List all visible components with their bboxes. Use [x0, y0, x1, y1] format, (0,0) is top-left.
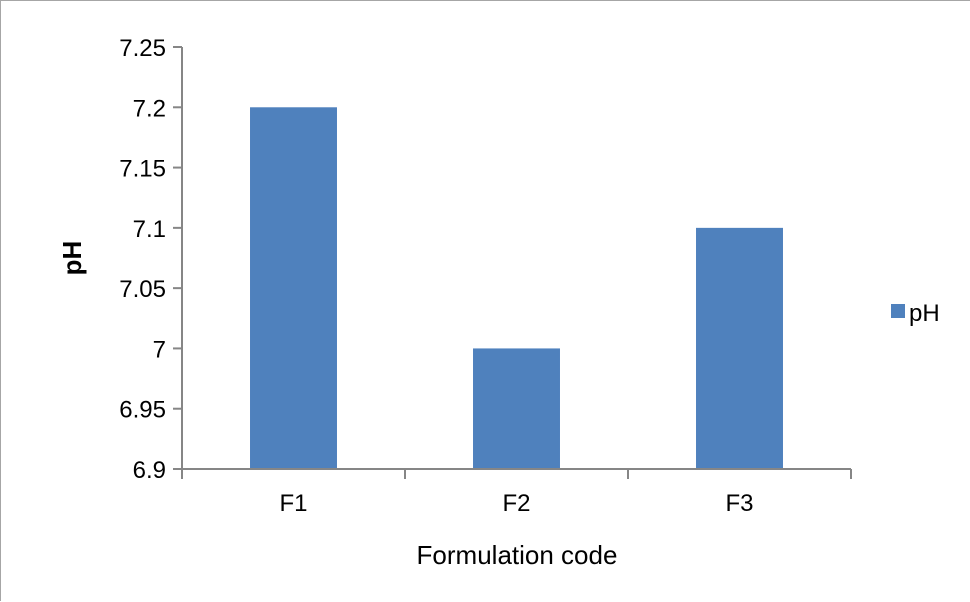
bar-f2 — [473, 348, 560, 469]
y-tick-label: 7.15 — [119, 156, 166, 183]
y-tick-label: 7.25 — [119, 35, 166, 62]
y-axis-title: pH — [57, 241, 87, 276]
bar-series — [250, 107, 783, 470]
x-tick-label: F1 — [279, 490, 307, 517]
y-tick-label: 7.05 — [119, 276, 166, 303]
y-axis-ticks: 6.9 6.95 7 7.05 7.1 7.15 7.2 7.25 — [119, 35, 182, 484]
bar-f3 — [696, 227, 783, 469]
x-tick-label: F3 — [725, 490, 753, 517]
legend-label: pH — [909, 300, 940, 327]
x-axis-title: Formulation code — [417, 540, 618, 570]
y-tick-label: 7.1 — [133, 216, 166, 243]
legend-swatch — [891, 304, 905, 318]
x-axis-ticks: F1 F2 F3 — [181, 469, 852, 517]
legend: pH — [891, 300, 940, 327]
y-tick-label: 7 — [153, 336, 166, 363]
x-tick-label: F2 — [502, 490, 530, 517]
y-tick-label: 6.9 — [133, 457, 166, 484]
y-tick-label: 6.95 — [119, 397, 166, 424]
y-tick-label: 7.2 — [133, 95, 166, 122]
bar-f1 — [250, 107, 337, 470]
